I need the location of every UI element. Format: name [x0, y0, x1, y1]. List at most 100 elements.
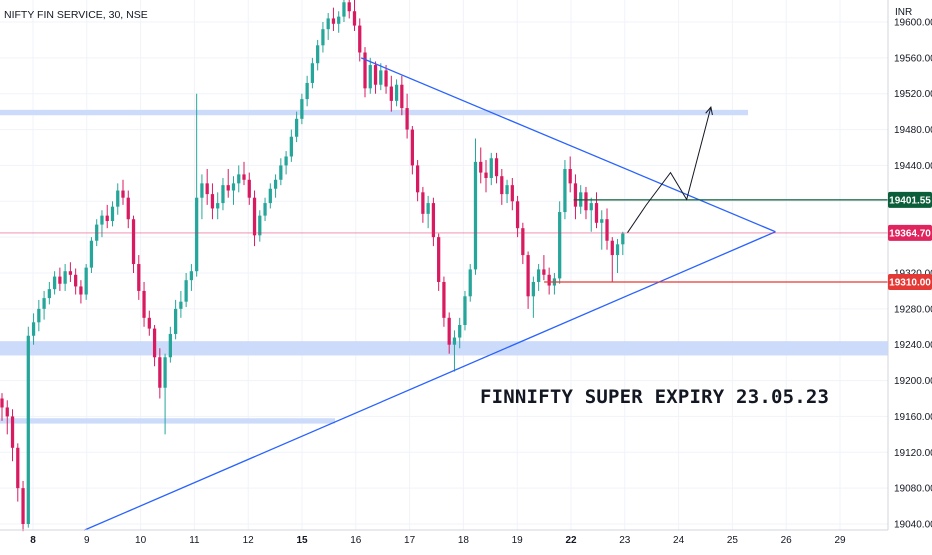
candle-body[interactable]	[421, 192, 425, 214]
candle-body[interactable]	[621, 233, 625, 245]
candle-body[interactable]	[379, 70, 383, 85]
candle-body[interactable]	[221, 185, 225, 204]
candle-body[interactable]	[426, 203, 430, 214]
candle-body[interactable]	[205, 183, 209, 195]
candle-body[interactable]	[568, 169, 572, 184]
candle-body[interactable]	[242, 174, 246, 180]
candle-body[interactable]	[110, 206, 115, 222]
candle-body[interactable]	[363, 52, 367, 89]
candle-body[interactable]	[437, 237, 441, 282]
projection-path[interactable]	[627, 106, 713, 233]
candle-body[interactable]	[321, 29, 325, 46]
horizontal-lines[interactable]	[0, 199, 888, 283]
candle-body[interactable]	[289, 136, 293, 157]
candle-body[interactable]	[415, 165, 420, 193]
candle-body[interactable]	[142, 290, 146, 318]
candle-body[interactable]	[352, 11, 357, 26]
projection-line[interactable]	[627, 107, 712, 233]
candle-body[interactable]	[252, 197, 257, 236]
candle-body[interactable]	[210, 194, 215, 209]
candle-body[interactable]	[326, 18, 330, 30]
candle-body[interactable]	[547, 274, 551, 286]
candle-body[interactable]	[294, 118, 299, 137]
candle-body[interactable]	[195, 197, 199, 272]
candle-body[interactable]	[410, 129, 414, 166]
candle-body[interactable]	[515, 201, 520, 229]
candle-body[interactable]	[479, 161, 483, 173]
candle-body[interactable]	[368, 65, 372, 89]
support-zone-upper[interactable]	[0, 341, 888, 356]
candle-body[interactable]	[394, 84, 399, 101]
candle-body[interactable]	[473, 161, 478, 270]
candle-body[interactable]	[158, 357, 162, 388]
candle-body[interactable]	[47, 289, 51, 299]
candle-body[interactable]	[63, 271, 67, 284]
candle-body[interactable]	[531, 281, 535, 297]
candle-body[interactable]	[305, 82, 309, 100]
candle-body[interactable]	[184, 280, 188, 302]
candle-body[interactable]	[173, 308, 178, 334]
candle-body[interactable]	[600, 219, 604, 223]
candle-body[interactable]	[168, 333, 172, 358]
candle-body[interactable]	[500, 176, 504, 195]
candle-body[interactable]	[31, 322, 36, 336]
candle-body[interactable]	[100, 215, 104, 225]
candle-body[interactable]	[126, 197, 130, 220]
candle-body[interactable]	[594, 203, 599, 223]
candle-body[interactable]	[21, 488, 25, 524]
candle-body[interactable]	[268, 188, 272, 204]
candle-body[interactable]	[610, 240, 614, 256]
candle-body[interactable]	[279, 165, 283, 180]
candle-body[interactable]	[89, 240, 94, 268]
candle-body[interactable]	[137, 264, 141, 291]
candle-body[interactable]	[226, 185, 230, 191]
candle-body[interactable]	[200, 183, 204, 198]
candle-body[interactable]	[505, 185, 509, 195]
candle-body[interactable]	[231, 183, 236, 191]
candle-body[interactable]	[484, 172, 488, 178]
candle-body[interactable]	[331, 18, 336, 24]
candle-body[interactable]	[237, 174, 241, 184]
candle-body[interactable]	[526, 255, 530, 297]
candle-body[interactable]	[400, 84, 404, 109]
candle-body[interactable]	[310, 63, 315, 83]
candle-body[interactable]	[489, 158, 493, 178]
candle-body[interactable]	[258, 215, 262, 236]
candle-body[interactable]	[573, 183, 578, 207]
candle-body[interactable]	[605, 219, 609, 241]
candle-body[interactable]	[179, 301, 183, 309]
candle-body[interactable]	[189, 271, 194, 281]
candle-body[interactable]	[247, 179, 251, 198]
candle-body[interactable]	[358, 25, 362, 53]
candle-body[interactable]	[37, 308, 41, 323]
candle-body[interactable]	[452, 337, 457, 345]
candle-body[interactable]	[52, 276, 57, 290]
candle-body[interactable]	[16, 447, 20, 489]
candle-body[interactable]	[442, 281, 446, 318]
candle-body[interactable]	[494, 158, 499, 177]
candle-body[interactable]	[273, 179, 278, 189]
candle-body[interactable]	[521, 228, 525, 256]
candles[interactable]	[0, 0, 625, 532]
time-axis[interactable]: 8 9 10 11 12 15 16 17 18 19 22 23 24 25 26 29	[30, 535, 846, 546]
candle-body[interactable]	[74, 274, 78, 287]
upper-trendline[interactable]	[360, 57, 776, 233]
candle-body[interactable]	[131, 219, 136, 265]
candle-body[interactable]	[263, 203, 267, 216]
candle-body[interactable]	[337, 16, 341, 24]
candle-body[interactable]	[10, 416, 15, 448]
candle-body[interactable]	[458, 324, 462, 338]
support-zone-lower[interactable]	[0, 418, 335, 424]
candle-body[interactable]	[542, 269, 546, 275]
candle-body[interactable]	[79, 286, 83, 295]
candle-body[interactable]	[468, 269, 472, 297]
candle-body[interactable]	[68, 271, 73, 275]
candle-body[interactable]	[84, 267, 88, 295]
candle-body[interactable]	[105, 215, 109, 222]
candle-body[interactable]	[615, 244, 620, 256]
candle-body[interactable]	[447, 317, 451, 345]
candle-body[interactable]	[384, 70, 388, 87]
candle-body[interactable]	[58, 276, 62, 284]
candle-body[interactable]	[431, 203, 436, 238]
candle-body[interactable]	[373, 65, 378, 85]
